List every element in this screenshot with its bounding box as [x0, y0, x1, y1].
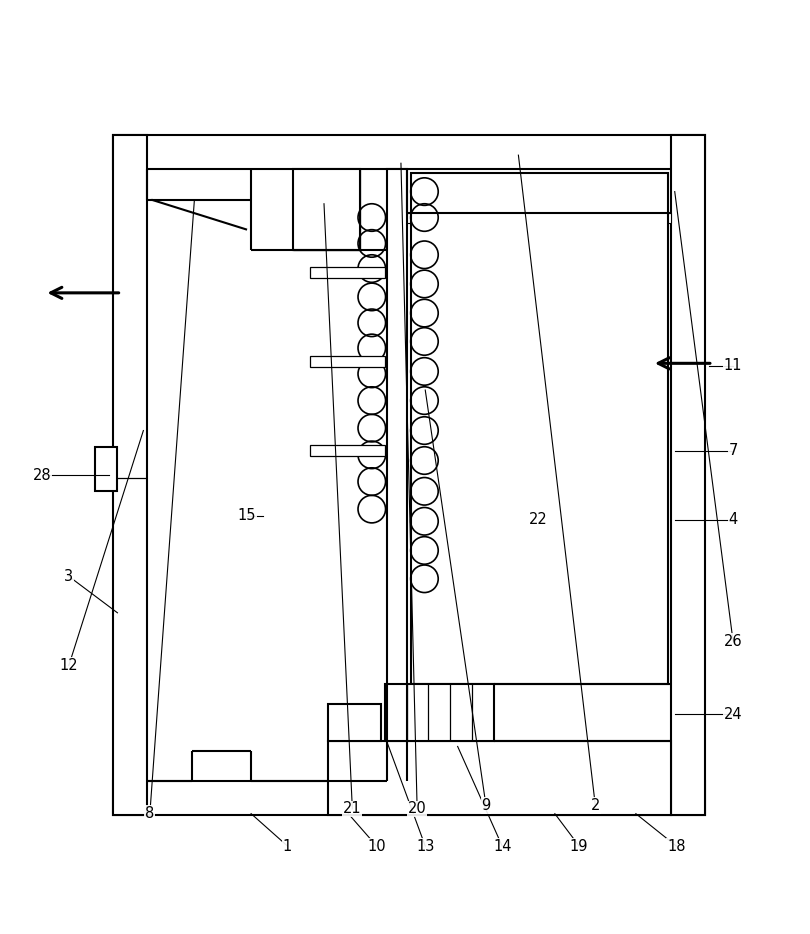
- Bar: [385, 684, 494, 741]
- Text: 9: 9: [481, 798, 491, 814]
- Bar: [95, 446, 117, 491]
- Text: 11: 11: [724, 359, 742, 374]
- Bar: [293, 169, 360, 250]
- Text: 21: 21: [343, 801, 361, 816]
- Text: 24: 24: [724, 706, 742, 722]
- Bar: [407, 214, 671, 223]
- Bar: [671, 134, 705, 815]
- Text: 19: 19: [570, 839, 588, 854]
- Bar: [310, 356, 385, 367]
- Bar: [113, 781, 705, 815]
- Text: 1: 1: [283, 839, 292, 854]
- Text: 14: 14: [493, 839, 511, 854]
- Bar: [328, 704, 381, 741]
- Bar: [113, 134, 147, 815]
- Bar: [113, 134, 147, 815]
- Bar: [293, 169, 360, 250]
- Text: 7: 7: [728, 444, 738, 459]
- Bar: [387, 169, 407, 730]
- Text: 3: 3: [64, 569, 74, 584]
- Text: 26: 26: [724, 633, 742, 648]
- Bar: [113, 134, 705, 169]
- Text: 15: 15: [238, 508, 256, 523]
- Text: 4: 4: [728, 512, 738, 527]
- Text: 18: 18: [667, 839, 685, 854]
- Text: 13: 13: [416, 839, 434, 854]
- Bar: [113, 134, 705, 169]
- Bar: [328, 741, 671, 815]
- Text: 22: 22: [529, 512, 548, 527]
- Text: 20: 20: [407, 801, 427, 816]
- Bar: [310, 446, 385, 457]
- Text: 10: 10: [368, 839, 386, 854]
- Bar: [310, 267, 385, 278]
- Text: 12: 12: [60, 658, 78, 673]
- Bar: [411, 173, 668, 684]
- Bar: [328, 741, 671, 815]
- Text: 28: 28: [33, 468, 51, 483]
- Text: 8: 8: [145, 806, 155, 821]
- Text: 2: 2: [590, 798, 600, 814]
- Bar: [113, 781, 705, 815]
- Bar: [671, 134, 705, 815]
